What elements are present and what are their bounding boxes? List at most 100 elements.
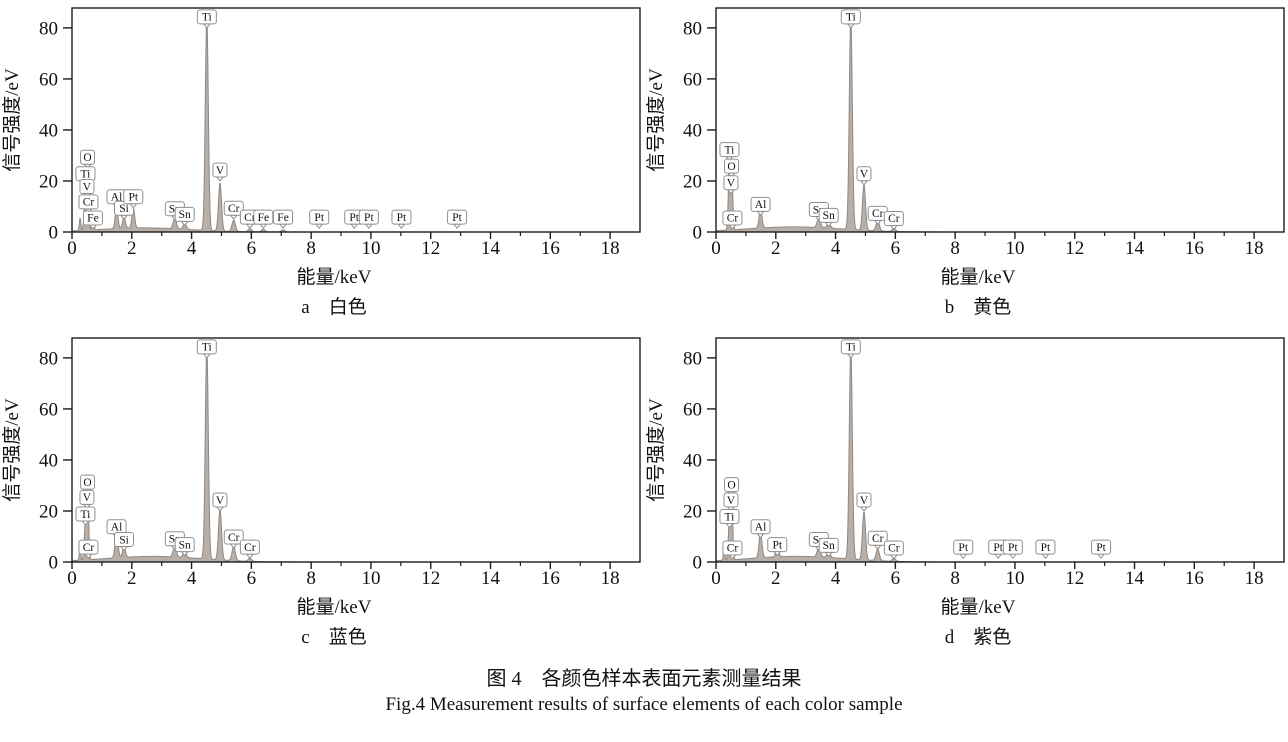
- element-label-Pt: Pt: [1002, 539, 1023, 559]
- element-label-Sn: Sn: [818, 207, 839, 228]
- label-box: [273, 209, 294, 225]
- label-text: Cr: [888, 213, 900, 225]
- label-box: [818, 207, 839, 223]
- label-pointer: [278, 223, 288, 229]
- y-tick-label: 40: [39, 450, 58, 471]
- element-label-Cr: Cr: [867, 530, 888, 551]
- x-tick-label: 8: [306, 238, 316, 259]
- label-text: Cr: [83, 197, 95, 209]
- label-box: [723, 175, 739, 191]
- y-axis-title: 信号强度/eV: [1, 68, 23, 172]
- label-box: [78, 194, 99, 210]
- label-box: [223, 529, 244, 545]
- x-tick-label: 10: [1005, 238, 1024, 259]
- label-pointer: [245, 223, 255, 229]
- label-pointer: [202, 23, 212, 29]
- label-box: [391, 209, 412, 225]
- label-pointer: [215, 176, 225, 182]
- x-tick-label: 16: [1185, 238, 1204, 259]
- label-box: [212, 492, 228, 508]
- label-pointer: [889, 554, 899, 560]
- x-tick-label: 8: [950, 238, 960, 259]
- x-tick-label: 16: [541, 238, 560, 259]
- element-label-Fe: Fe: [82, 210, 103, 230]
- element-label-Al: Al: [750, 519, 771, 539]
- label-pointer: [349, 223, 359, 229]
- element-label-Pt: Pt: [391, 209, 412, 229]
- x-tick-label: 16: [541, 568, 560, 589]
- panel-caption: b 黄色: [945, 296, 1012, 318]
- label-box: [309, 209, 330, 225]
- element-label-V: V: [723, 492, 739, 512]
- label-box: [174, 206, 195, 222]
- label-text: Sn: [179, 539, 191, 551]
- element-label-O: O: [724, 158, 740, 178]
- x-tick-label: 14: [1125, 568, 1145, 589]
- label-box: [75, 506, 96, 522]
- x-tick-label: 16: [1185, 568, 1204, 589]
- label-pointer: [873, 544, 882, 551]
- label-text: Fe: [258, 212, 270, 224]
- label-text: O: [83, 152, 91, 164]
- element-label-Cr: Cr: [223, 200, 244, 221]
- label-text: Cr: [727, 543, 739, 555]
- element-label-Cr: Cr: [722, 210, 743, 230]
- element-label-Pt: Pt: [447, 209, 468, 229]
- label-pointer: [958, 553, 968, 559]
- panel-white: 0 2 4 6 8 10 12 14 16 18 0 20 40 60 80 信号强度/eV 能量/keV a 白…: [0, 0, 644, 330]
- y-tick-label: 60: [39, 399, 58, 420]
- label-text: Al: [111, 522, 123, 534]
- label-pointer: [889, 224, 899, 231]
- label-text: V: [216, 495, 225, 507]
- label-pointer: [314, 223, 324, 229]
- label-box: [953, 539, 974, 555]
- y-tick-label: 40: [683, 120, 702, 141]
- x-tick-label: 6: [247, 568, 257, 589]
- label-box: [724, 158, 740, 174]
- x-tick-label: 10: [1005, 568, 1024, 589]
- label-text: Pt: [452, 212, 462, 224]
- x-tick-label: 12: [1065, 238, 1084, 259]
- label-box: [867, 530, 888, 546]
- x-tick-label: 14: [1125, 238, 1145, 259]
- label-text: Pt: [128, 192, 138, 204]
- x-tick-label: 18: [601, 238, 620, 259]
- label-text: Ti: [846, 342, 856, 354]
- element-label-O: O: [80, 149, 96, 170]
- label-box: [239, 539, 260, 555]
- element-label-Ti: Ti: [75, 506, 96, 526]
- element-label-Pt: Pt: [1035, 539, 1056, 559]
- element-label-Sn: Sn: [174, 206, 195, 227]
- element-label-Si: Si: [114, 532, 135, 552]
- label-text: Pt: [1096, 542, 1106, 554]
- x-tick-label: 14: [481, 568, 501, 589]
- label-pointer: [229, 543, 238, 549]
- label-text: V: [727, 495, 736, 507]
- element-label-Al: Al: [750, 196, 771, 217]
- panel-purple: 0 2 4 6 8 10 12 14 16 18 0 20 40 60 80 信号强度/eV 能量/keV d 紫…: [644, 330, 1288, 660]
- element-label-Ti: Ti: [840, 339, 861, 359]
- label-pointer: [1041, 553, 1050, 559]
- label-pointer: [873, 219, 882, 226]
- label-text: Cr: [888, 543, 900, 555]
- label-pointer: [1096, 553, 1106, 559]
- label-text: Sn: [823, 210, 835, 222]
- label-box: [78, 539, 99, 555]
- label-pointer: [245, 553, 255, 559]
- label-box: [719, 509, 740, 525]
- x-tick-label: 18: [601, 568, 620, 589]
- x-tick-label: 4: [831, 568, 841, 589]
- element-label-Pt: Pt: [123, 189, 144, 209]
- y-tick-label: 20: [683, 171, 702, 192]
- element-label-Pt: Pt: [953, 539, 974, 559]
- label-box: [883, 210, 904, 226]
- label-text: Pt: [364, 212, 374, 224]
- label-box: [223, 200, 244, 216]
- label-box: [1091, 539, 1112, 555]
- label-box: [196, 9, 217, 25]
- label-text: Sn: [823, 540, 835, 552]
- label-box: [767, 537, 788, 553]
- label-text: V: [83, 181, 92, 193]
- x-tick-label: 18: [1245, 568, 1264, 589]
- x-tick-label: 6: [891, 568, 901, 589]
